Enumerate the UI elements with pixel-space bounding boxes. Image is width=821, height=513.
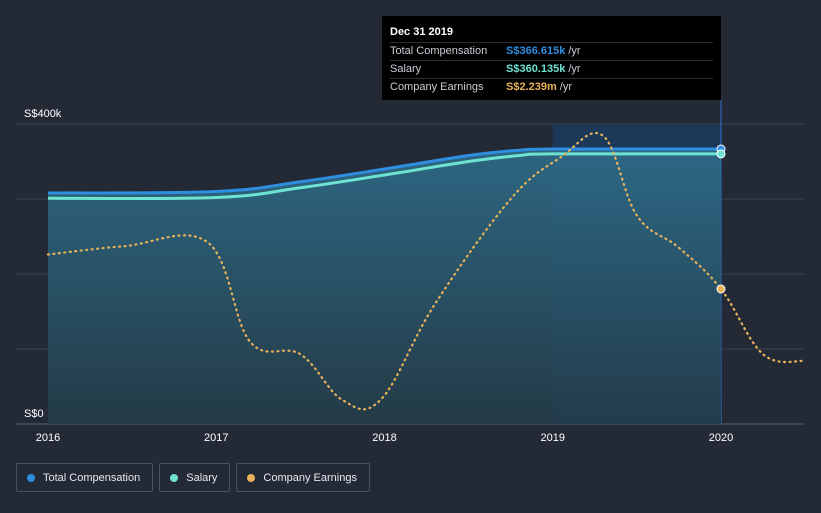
legend-item-total-compensation[interactable]: Total Compensation [16, 463, 154, 492]
legend: Total Compensation Salary Company Earnin… [16, 463, 370, 492]
tooltip-value: S$2.239m [506, 81, 557, 93]
company-earnings-marker [716, 284, 726, 294]
x-tick-label: 2020 [709, 432, 733, 444]
tooltip-label: Company Earnings [390, 81, 484, 93]
tooltip-value: S$366.615k [506, 45, 566, 57]
tooltip-date: Dec 31 2019 [390, 26, 453, 38]
y-tick-label: S$400k [24, 108, 62, 120]
legend-label: Company Earnings [263, 471, 357, 484]
legend-item-salary[interactable]: Salary [159, 463, 231, 492]
tooltip-row-salary: Salary S$360.135k /yr [390, 60, 713, 78]
total-compensation-area [48, 148, 721, 425]
company-earnings-line [46, 132, 807, 411]
legend-dot-icon [247, 473, 256, 482]
legend-dot-icon [170, 473, 179, 482]
salary-marker [716, 149, 726, 159]
legend-dot-icon [27, 473, 35, 482]
salary-line [47, 152, 722, 201]
tooltip-unit: /yr [568, 63, 581, 75]
legend-label: Total Compensation [43, 471, 141, 484]
tooltip-row-total-compensation: Total Compensation S$366.615k /yr [390, 42, 713, 60]
legend-label: Salary [186, 471, 218, 484]
tooltip-label: Salary [390, 63, 422, 75]
x-tick-label: 2019 [541, 432, 565, 444]
total-compensation-line [47, 147, 722, 195]
x-tick-label: 2018 [372, 432, 396, 444]
x-tick-label: 2017 [204, 432, 228, 444]
tooltip-row-company-earnings: Company Earnings S$2.239m /yr [390, 78, 713, 96]
tooltip-label: Total Compensation [390, 45, 488, 57]
tooltip: Dec 31 2019 Total Compensation S$366.615… [382, 16, 721, 100]
tooltip-unit: /yr [568, 45, 581, 57]
legend-item-company-earnings[interactable]: Company Earnings [236, 463, 370, 492]
y-tick-label: S$0 [24, 408, 44, 420]
tooltip-value: S$360.135k [506, 63, 566, 75]
tooltip-unit: /yr [559, 81, 572, 93]
x-tick-label: 2016 [36, 432, 60, 444]
